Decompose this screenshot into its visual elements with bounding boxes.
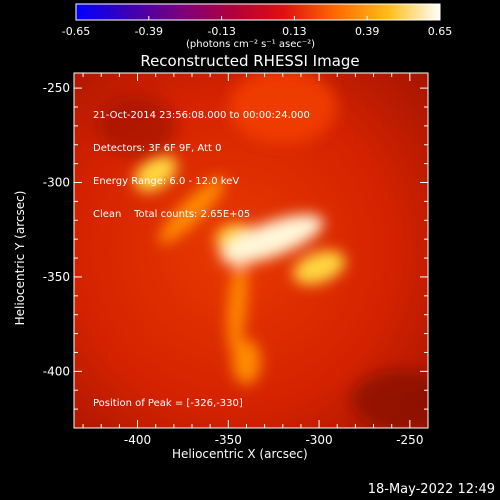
colorbar-tick-label: 0.39 (355, 25, 380, 38)
x-tick-label: -350 (215, 433, 242, 447)
colorbar-units-label: (photons cm⁻² s⁻¹ asec⁻²) (186, 39, 316, 50)
colorbar-tick-label: 0.65 (428, 25, 453, 38)
footer-timestamp: 18-May-2022 12:49 (367, 482, 495, 497)
y-tick-label: -400 (43, 364, 70, 378)
x-axis-label: Heliocentric X (arcsec) (172, 447, 308, 461)
peak-position-text: Position of Peak = [-326,-330] (93, 398, 243, 409)
emission-source (292, 250, 346, 285)
x-tick-label: -400 (124, 433, 151, 447)
emission-source (220, 214, 324, 264)
dark-region (350, 369, 428, 428)
observation-info: 21-Oct-2014 23:56:08.000 to 00:00:24.000… (93, 88, 310, 231)
emission-source (134, 154, 177, 192)
colorbar: -0.65 -0.39 -0.13 0.13 0.39 0.65 (62, 3, 453, 38)
colorbar-tick-label: -0.65 (62, 25, 90, 38)
emission-source (158, 177, 226, 244)
info-line-time: 21-Oct-2014 23:56:08.000 to 00:00:24.000 (93, 110, 310, 121)
emission-source (227, 258, 248, 353)
rhessi-image-plot: -400 -350 -300 -250 -250 -300 -350 -400 (43, 72, 429, 447)
x-tick-label: -300 (305, 433, 332, 447)
info-line-clean: Clean Total counts: 2.65E+05 (93, 209, 251, 220)
colorbar-tick-label: -0.39 (135, 25, 163, 38)
colorbar-tick-label: -0.13 (207, 25, 235, 38)
y-tick-label: -350 (43, 270, 70, 284)
y-tick-label: -250 (43, 81, 70, 95)
colorbar-tick-label: 0.13 (282, 25, 307, 38)
colorbar-gradient (75, 3, 441, 21)
dark-region (97, 95, 178, 156)
x-tick-label: -250 (396, 433, 423, 447)
y-axis-label: Heliocentric Y (arcsec) (13, 190, 27, 326)
info-line-detectors: Detectors: 3F 6F 9F, Att 0 (93, 143, 222, 154)
emission-source (231, 339, 261, 385)
image-title: Reconstructed RHESSI Image (140, 52, 360, 70)
emission-source (228, 73, 338, 145)
y-tick-label: -300 (43, 176, 70, 190)
info-line-energy: Energy Range: 6.0 - 12.0 keV (93, 176, 240, 187)
plot-frame (73, 72, 429, 429)
